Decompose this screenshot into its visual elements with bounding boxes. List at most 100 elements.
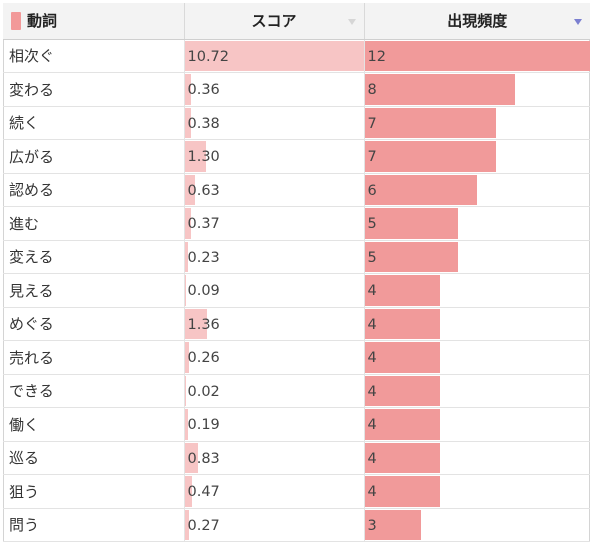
frequency-value: 4 <box>367 283 377 300</box>
score-bar <box>184 107 191 138</box>
score-value: 0.26 <box>187 350 220 367</box>
verb-cell: 変える <box>3 240 185 274</box>
table-row[interactable]: めぐる 1.36 4 <box>3 307 590 341</box>
frequency-bar <box>364 174 478 205</box>
frequency-bar <box>364 275 440 306</box>
score-bar <box>184 275 187 306</box>
score-value: 1.36 <box>187 316 220 333</box>
score-value: 0.47 <box>187 484 220 501</box>
score-cell: 0.09 <box>184 273 365 308</box>
score-cell: 0.38 <box>184 106 365 140</box>
column-header-frequency[interactable]: 出現頻度 <box>364 3 590 40</box>
frequency-bar <box>364 342 440 373</box>
score-cell: 1.30 <box>184 139 365 174</box>
frequency-bar <box>364 208 459 239</box>
score-bar <box>184 241 189 272</box>
frequency-bar <box>364 40 590 71</box>
verb-cell: 働く <box>3 407 185 442</box>
score-cell: 0.19 <box>184 407 365 442</box>
score-bar <box>184 342 189 373</box>
column-header-verb[interactable]: 動詞 <box>3 3 185 40</box>
verb-cell: 問う <box>3 508 185 542</box>
frequency-cell: 4 <box>364 273 590 308</box>
table-row[interactable]: できる 0.02 4 <box>3 374 590 408</box>
score-cell: 0.02 <box>184 374 365 408</box>
frequency-value: 12 <box>367 48 386 65</box>
score-cell: 0.47 <box>184 474 365 509</box>
column-header-score-label: スコア <box>251 12 297 31</box>
frequency-cell: 4 <box>364 374 590 408</box>
frequency-value: 8 <box>367 82 377 99</box>
score-bar <box>184 509 189 540</box>
frequency-bar <box>364 509 421 540</box>
table-row[interactable]: 広がる 1.30 7 <box>3 139 590 174</box>
score-cell: 1.36 <box>184 307 365 341</box>
column-header-score[interactable]: スコア <box>184 3 365 40</box>
table-body: 相次ぐ 10.72 12 変わる 0.36 8 続く 0.38 7 広がる 1.30 7 認める 0.63… <box>3 39 590 542</box>
frequency-value: 5 <box>367 216 377 233</box>
frequency-cell: 4 <box>364 441 590 475</box>
verb-cell: 続く <box>3 106 185 140</box>
frequency-cell: 3 <box>364 508 590 542</box>
table-row[interactable]: 続く 0.38 7 <box>3 106 590 140</box>
score-cell: 0.63 <box>184 173 365 207</box>
frequency-cell: 4 <box>364 307 590 341</box>
frequency-cell: 8 <box>364 72 590 107</box>
score-value: 0.27 <box>187 517 220 534</box>
table-row[interactable]: 変わる 0.36 8 <box>3 72 590 107</box>
score-cell: 0.83 <box>184 441 365 475</box>
score-value: 10.72 <box>187 48 230 65</box>
frequency-value: 4 <box>367 450 377 467</box>
score-value: 0.02 <box>187 383 220 400</box>
score-value: 0.36 <box>187 82 220 99</box>
frequency-cell: 5 <box>364 206 590 241</box>
frequency-value: 6 <box>367 182 377 199</box>
verb-cell: 変わる <box>3 72 185 107</box>
verb-cell: 相次ぐ <box>3 39 185 73</box>
frequency-value: 7 <box>367 115 377 132</box>
table-row[interactable]: 問う 0.27 3 <box>3 508 590 542</box>
score-value: 1.30 <box>187 149 220 166</box>
table-row[interactable]: 狙う 0.47 4 <box>3 474 590 509</box>
frequency-cell: 4 <box>364 340 590 375</box>
frequency-value: 3 <box>367 517 377 534</box>
score-value: 0.23 <box>187 249 220 266</box>
score-cell: 0.36 <box>184 72 365 107</box>
frequency-value: 7 <box>367 149 377 166</box>
frequency-bar <box>364 442 440 473</box>
frequency-bar <box>364 141 497 172</box>
score-cell: 0.26 <box>184 340 365 375</box>
verb-cell: 認める <box>3 173 185 207</box>
verb-cell: 売れる <box>3 340 185 375</box>
frequency-bar <box>364 74 515 105</box>
score-value: 0.38 <box>187 115 220 132</box>
table-row[interactable]: 変える 0.23 5 <box>3 240 590 274</box>
table-row[interactable]: 巡る 0.83 4 <box>3 441 590 475</box>
score-bar <box>184 208 191 239</box>
column-header-verb-label: 動詞 <box>27 12 58 31</box>
table-row[interactable]: 進む 0.37 5 <box>3 206 590 241</box>
sort-descending-icon <box>574 19 582 25</box>
frequency-bar <box>364 375 440 406</box>
verb-frequency-table: 動詞 スコア 出現頻度 相次ぐ 10.72 12 変わる 0.36 8 続く 0.38 7 広がる… <box>3 3 590 542</box>
table-row[interactable]: 認める 0.63 6 <box>3 173 590 207</box>
score-value: 0.83 <box>187 450 220 467</box>
frequency-cell: 6 <box>364 173 590 207</box>
frequency-value: 4 <box>367 383 377 400</box>
frequency-bar <box>364 241 459 272</box>
table-row[interactable]: 相次ぐ 10.72 12 <box>3 39 590 73</box>
frequency-cell: 12 <box>364 39 590 73</box>
frequency-bar <box>364 409 440 440</box>
score-value: 0.09 <box>187 283 220 300</box>
sort-arrow-icon <box>347 19 356 25</box>
score-bar <box>184 442 199 473</box>
verb-cell: できる <box>3 374 185 408</box>
table-row[interactable]: 見える 0.09 4 <box>3 273 590 308</box>
frequency-bar <box>364 308 440 339</box>
column-header-frequency-label: 出現頻度 <box>447 12 508 31</box>
score-cell: 0.27 <box>184 508 365 542</box>
verb-cell: 巡る <box>3 441 185 475</box>
score-bar <box>184 40 364 71</box>
table-row[interactable]: 働く 0.19 4 <box>3 407 590 442</box>
table-row[interactable]: 売れる 0.26 4 <box>3 340 590 375</box>
